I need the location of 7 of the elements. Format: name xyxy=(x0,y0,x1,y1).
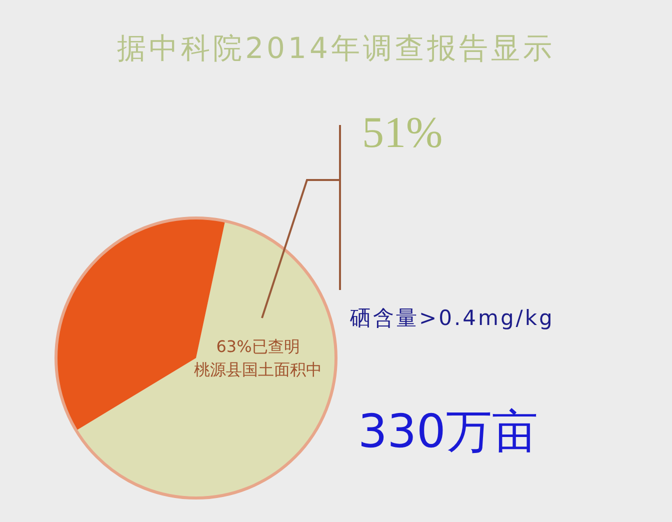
text: 硒含量>0.4mg/kg xyxy=(349,306,554,330)
text: 桃源县国土面积中 xyxy=(194,360,322,379)
pie-slice xyxy=(76,221,336,498)
text: 330万亩 xyxy=(358,404,538,458)
text: 51% xyxy=(362,108,443,157)
text: 63%已查明 xyxy=(216,337,300,356)
chart-title: 据中科院2014年调查报告显示 xyxy=(117,31,555,65)
